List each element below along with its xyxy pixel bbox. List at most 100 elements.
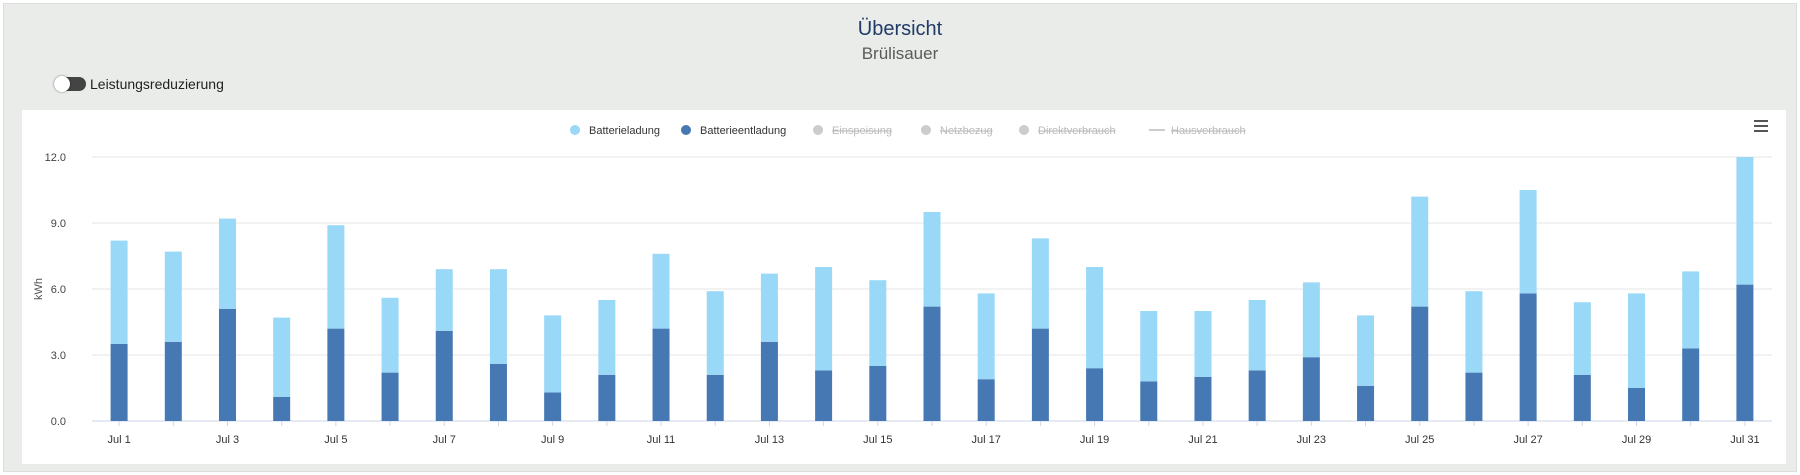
bar-batterieentladung[interactable] [1736, 284, 1754, 421]
dashboard-panel: Übersicht Brülisauer Leistungsreduzierun… [3, 3, 1797, 472]
bar-batterieladung[interactable] [1086, 267, 1104, 369]
bar-batterieentladung[interactable] [1357, 385, 1375, 421]
bar-batterieladung[interactable] [435, 269, 453, 331]
bar-batterieentladung[interactable] [1411, 306, 1429, 421]
bar-batterieentladung[interactable] [598, 374, 616, 421]
x-tick-label: Jul 17 [972, 434, 1001, 446]
legend-item-label[interactable]: Batterieentladung [700, 125, 786, 137]
bar-batterieentladung[interactable] [652, 328, 670, 421]
bar-batterieladung[interactable] [110, 240, 128, 344]
bar-batterieentladung[interactable] [273, 396, 291, 421]
legend-symbol-dot[interactable] [813, 125, 823, 135]
legend-item-label[interactable]: Direktverbrauch [1038, 125, 1116, 137]
bar-batterieladung[interactable] [923, 212, 941, 307]
page-title: Übersicht [857, 18, 943, 40]
bar-batterieladung[interactable] [706, 291, 724, 375]
legend-item-label[interactable]: Netzbezug [940, 125, 993, 137]
bar-batterieladung[interactable] [1194, 311, 1212, 377]
x-tick-label: Jul 7 [433, 434, 456, 446]
bar-batterieentladung[interactable] [489, 363, 507, 421]
x-tick-label: Jul 11 [647, 434, 676, 446]
bar-batterieentladung[interactable] [327, 328, 345, 421]
bar-batterieladung[interactable] [977, 293, 995, 380]
x-tick-label: Jul 21 [1188, 434, 1217, 446]
bar-batterieentladung[interactable] [1628, 388, 1646, 421]
page-subtitle: Brülisauer [861, 44, 939, 63]
bar-batterieladung[interactable] [1248, 300, 1266, 371]
bar-batterieentladung[interactable] [815, 370, 833, 421]
x-tick-label: Jul 15 [863, 434, 892, 446]
x-tick-label: Jul 31 [1730, 434, 1759, 446]
bar-batterieladung[interactable] [273, 317, 291, 397]
power-reduction-toggle-group: Leistungsreduzierung [54, 76, 224, 92]
x-tick-label: Jul 1 [107, 434, 130, 446]
bar-batterieentladung[interactable] [1031, 328, 1049, 421]
x-tick-label: Jul 23 [1297, 434, 1326, 446]
bar-batterieentladung[interactable] [1682, 348, 1700, 421]
bar-batterieladung[interactable] [164, 251, 182, 342]
bar-batterieladung[interactable] [1140, 311, 1158, 382]
bar-batterieentladung[interactable] [164, 341, 182, 421]
bar-batterieladung[interactable] [652, 253, 670, 329]
bar-batterieladung[interactable] [489, 269, 507, 364]
y-tick-label: 9.0 [51, 218, 66, 230]
legend-symbol-dot[interactable] [681, 125, 691, 135]
bar-batterieladung[interactable] [218, 218, 236, 309]
bar-batterieladung[interactable] [1682, 271, 1700, 349]
bar-batterieentladung[interactable] [218, 308, 236, 421]
legend-symbol-dot[interactable] [921, 125, 931, 135]
power-reduction-label: Leistungsreduzierung [90, 76, 224, 92]
bar-batterieentladung[interactable] [706, 374, 724, 421]
energy-chart: 0.0 3.0 6.0 9.0 12.0 kWh Jul 1 Jul 3 Jul 5 Jul 7 J… [33, 125, 1772, 446]
bar-batterieladung[interactable] [1628, 293, 1646, 388]
bar-batterieentladung[interactable] [760, 341, 778, 421]
legend-item-label[interactable]: Einspeisung [832, 125, 892, 137]
bar-batterieladung[interactable] [1411, 196, 1429, 307]
bar-batterieentladung[interactable] [923, 306, 941, 421]
x-tick-label: Jul 3 [216, 434, 239, 446]
bar-batterieladung[interactable] [1465, 291, 1483, 373]
power-reduction-toggle[interactable] [54, 76, 86, 92]
bar-batterieladung[interactable] [869, 280, 887, 366]
bar-batterieladung[interactable] [327, 225, 345, 329]
bar-batterieladung[interactable] [381, 297, 399, 373]
bar-batterieladung[interactable] [760, 273, 778, 342]
legend-item-label[interactable]: Hausverbrauch [1171, 125, 1246, 137]
bar-batterieentladung[interactable] [977, 379, 995, 421]
bar-batterieentladung[interactable] [869, 366, 887, 421]
y-axis-label: kWh [33, 278, 45, 300]
x-tick-label: Jul 9 [541, 434, 564, 446]
bar-batterieentladung[interactable] [1086, 368, 1104, 421]
y-tick-label: 0.0 [51, 416, 66, 428]
toggle-knob [54, 76, 70, 92]
bar-batterieentladung[interactable] [1573, 374, 1591, 421]
hamburger-menu-icon[interactable] [1754, 120, 1768, 132]
bar-batterieentladung[interactable] [1519, 293, 1537, 421]
bar-batterieladung[interactable] [544, 315, 562, 393]
bar-batterieentladung[interactable] [1194, 377, 1212, 421]
bar-batterieladung[interactable] [598, 300, 616, 375]
x-tick-label: Jul 5 [324, 434, 347, 446]
x-tick-label: Jul 29 [1622, 434, 1651, 446]
legend-symbol-dot[interactable] [570, 125, 580, 135]
bar-batterieentladung[interactable] [1302, 357, 1320, 421]
bar-batterieentladung[interactable] [1248, 370, 1266, 421]
legend-item-label[interactable]: Batterieladung [589, 125, 660, 137]
x-tick-label: Jul 27 [1513, 434, 1542, 446]
bar-batterieentladung[interactable] [435, 330, 453, 421]
bar-batterieladung[interactable] [1519, 190, 1537, 294]
bar-batterieentladung[interactable] [381, 372, 399, 421]
bar-batterieentladung[interactable] [544, 392, 562, 421]
bar-batterieentladung[interactable] [1140, 381, 1158, 421]
chart-card: 0.0 3.0 6.0 9.0 12.0 kWh Jul 1 Jul 3 Jul 5 Jul 7 J… [22, 110, 1786, 464]
bar-batterieladung[interactable] [1573, 302, 1591, 375]
bar-batterieladung[interactable] [1357, 315, 1375, 386]
y-tick-label: 12.0 [45, 152, 66, 164]
legend-symbol-dot[interactable] [1019, 125, 1029, 135]
bar-batterieentladung[interactable] [1465, 372, 1483, 421]
bar-batterieladung[interactable] [815, 267, 833, 371]
bar-batterieladung[interactable] [1302, 282, 1320, 358]
bar-batterieladung[interactable] [1736, 157, 1754, 285]
bar-batterieladung[interactable] [1031, 238, 1049, 329]
bar-batterieentladung[interactable] [110, 344, 128, 421]
